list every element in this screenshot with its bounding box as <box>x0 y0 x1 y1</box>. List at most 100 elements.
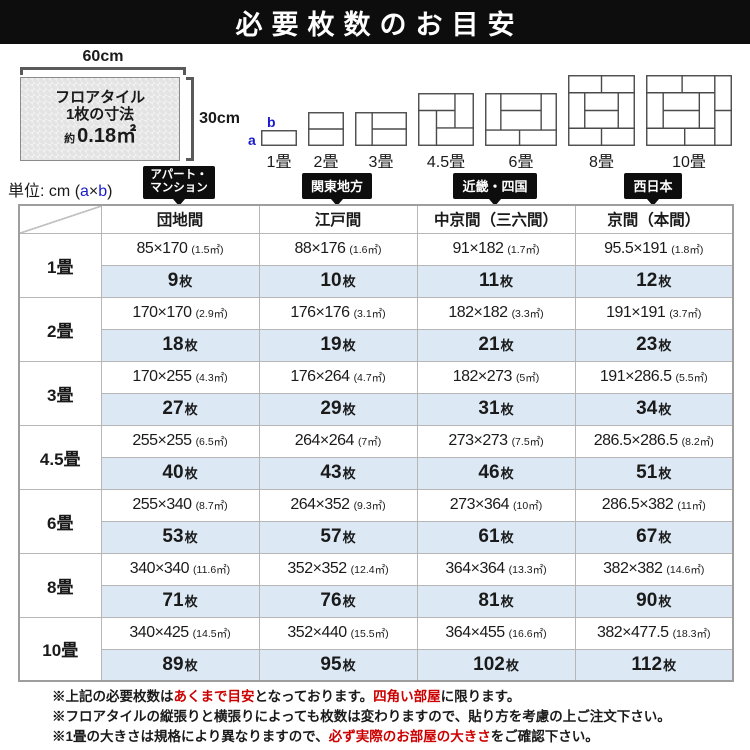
count-cell: 71枚 <box>100 584 260 618</box>
badge-slot-1: アパート・ マンション <box>100 162 258 206</box>
column-header: 中京間（三六間） <box>416 204 576 234</box>
b-axis-label: b <box>267 114 276 130</box>
count-cell: 34枚 <box>574 392 734 426</box>
diagram-label: 1畳 <box>266 154 292 171</box>
dimension-cell: 273×273 (7.5㎡) <box>416 424 576 458</box>
dimension-cell: 340×425 (14.5㎡) <box>100 616 260 650</box>
tile-width-label: 60cm <box>82 48 124 65</box>
count-cell: 31枚 <box>416 392 576 426</box>
count-cell: 112枚 <box>574 648 734 682</box>
dimension-cell: 340×340 (11.6㎡) <box>100 552 260 586</box>
dimension-cell: 95.5×191 (1.8㎡) <box>574 232 734 266</box>
count-cell: 57枚 <box>258 520 418 554</box>
width-bracket <box>20 67 186 75</box>
tile-count-table: 団地間 江戸間 中京間（三六間） 京間（本間） 1畳 85×170 (1.5㎡) 88×176… <box>18 204 734 682</box>
dimension-cell: 182×182 (3.3㎡) <box>416 296 576 330</box>
height-bracket <box>186 77 195 161</box>
region-badge: 関東地方 <box>301 173 372 199</box>
dimension-cell: 182×273 (5㎡) <box>416 360 576 394</box>
footnote-line: ※上記の必要枚数はあくまで目安となっております。四角い部屋に限ります。 <box>52 689 521 704</box>
unit-note: 単位: cm (a×b) <box>8 177 113 201</box>
tile-height-label: 30cm <box>199 110 240 127</box>
dimension-cell: 273×364 (10㎡) <box>416 488 576 522</box>
tile-swatch: フロアタイル 1枚の寸法 約 0.18㎡ <box>20 77 181 161</box>
unit-prefix: 単位: cm <box>8 183 71 200</box>
dimension-cell: 364×364 (13.3㎡) <box>416 552 576 586</box>
tatami-diagram-6: 8畳 <box>568 75 635 172</box>
column-header: 江戸間 <box>258 204 418 234</box>
tatami-diagram-icon <box>308 112 344 146</box>
diagram-label: 2畳 <box>313 154 339 171</box>
column-header: 団地間 <box>100 204 260 234</box>
tile-size-figure: 60cm フロアタイル 1枚の寸法 約 0.18㎡ 30cm <box>20 48 240 161</box>
tatami-diagram-7: 10畳 <box>646 75 732 172</box>
count-cell: 40枚 <box>100 456 260 490</box>
dimension-cell: 352×440 (15.5㎡) <box>258 616 418 650</box>
table-row-dimensions: 1畳 85×170 (1.5㎡) 88×176 (1.6㎡) 91×182 (1.7㎡) 95… <box>18 232 734 298</box>
tatami-diagram-icon <box>355 112 407 146</box>
count-cell: 76枚 <box>258 584 418 618</box>
footnote-line: ※1畳の大きさは規格により異なりますので、必ず実際のお部屋の大きさをご確認下さい… <box>52 729 599 744</box>
tatami-diagram-1: 1畳 a b <box>248 114 297 172</box>
dimension-cell: 364×455 (16.6㎡) <box>416 616 576 650</box>
count-cell: 67枚 <box>574 520 734 554</box>
table-row-dimensions: 4.5畳 255×255 (6.5㎡) 264×264 (7㎡) 273×273 (7.5㎡… <box>18 424 734 490</box>
dimension-cell: 255×255 (6.5㎡) <box>100 424 260 458</box>
region-badge: アパート・ マンション <box>143 166 215 199</box>
row-size-label: 8畳 <box>18 552 102 618</box>
footnote-line: ※フロアタイルの縦張りと横張りによっても枚数は変わりますので、貼り方を考慮の上ご… <box>52 709 671 724</box>
tatami-diagram-icon <box>261 130 297 146</box>
header-row: 団地間 江戸間 中京間（三六間） 京間（本間） <box>18 204 734 234</box>
footnotes: ※上記の必要枚数はあくまで目安となっております。四角い部屋に限ります。 ※フロアタ… <box>52 687 671 747</box>
count-cell: 95枚 <box>258 648 418 682</box>
dimension-cell: 176×264 (4.7㎡) <box>258 360 418 394</box>
row-size-label: 2畳 <box>18 296 102 362</box>
tatami-diagram-5: 6畳 <box>485 93 557 172</box>
page-title: 必要枚数のお目安 <box>235 9 524 40</box>
dimension-cell: 191×286.5 (5.5㎡) <box>574 360 734 394</box>
region-badge: 近畿・四国 <box>453 173 537 199</box>
dimension-cell: 264×264 (7㎡) <box>258 424 418 458</box>
tile-name-line2: 1枚の寸法 <box>65 106 135 123</box>
count-cell: 10枚 <box>258 264 418 298</box>
table-row-dimensions: 10畳 340×425 (14.5㎡) 352×440 (15.5㎡) 364×455 (1… <box>18 616 734 682</box>
row-size-label: 4.5畳 <box>18 424 102 490</box>
table-row-counts: 9枚 10枚 11枚 12枚 <box>19 264 734 298</box>
unit-b-label: b <box>98 183 108 200</box>
dimension-cell: 170×255 (4.3㎡) <box>100 360 260 394</box>
count-cell: 27枚 <box>100 392 260 426</box>
count-cell: 61枚 <box>416 520 576 554</box>
table-row-dimensions: 2畳 170×170 (2.9㎡) 176×176 (3.1㎡) 182×182 (3.3㎡… <box>18 296 734 362</box>
table-row-counts: 89枚 95枚 102枚 112枚 <box>19 648 734 682</box>
count-cell: 19枚 <box>258 328 418 362</box>
tatami-diagram-icon <box>485 93 557 146</box>
row-size-label: 1畳 <box>18 232 102 298</box>
tatami-diagram-icon <box>418 93 474 146</box>
count-cell: 9枚 <box>100 264 260 298</box>
count-cell: 102枚 <box>416 648 576 682</box>
tile-area: 約 0.18㎡ <box>64 126 136 149</box>
table-row-dimensions: 3畳 170×255 (4.3㎡) 176×264 (4.7㎡) 182×273 (5㎡) 1… <box>18 360 734 426</box>
unit-a-label: a <box>80 183 89 200</box>
table-row-dimensions: 6畳 255×340 (8.7㎡) 264×352 (9.3㎡) 273×364 (10㎡)… <box>18 488 734 554</box>
dimension-cell: 382×382 (14.6㎡) <box>574 552 734 586</box>
dimension-cell: 352×352 (12.4㎡) <box>258 552 418 586</box>
count-cell: 21枚 <box>416 328 576 362</box>
tatami-diagram-icon <box>568 75 635 146</box>
column-header: 京間（本間） <box>574 204 734 234</box>
diagram-label: 3畳 <box>368 154 394 171</box>
table-row-counts: 18枚 19枚 21枚 23枚 <box>19 328 734 362</box>
row-size-label: 3畳 <box>18 360 102 426</box>
table-row-counts: 71枚 76枚 81枚 90枚 <box>19 584 734 618</box>
table-row-dimensions: 8畳 340×340 (11.6㎡) 352×352 (12.4㎡) 364×364 (13… <box>18 552 734 618</box>
row-size-label: 10畳 <box>18 616 102 682</box>
dimension-cell: 170×170 (2.9㎡) <box>100 296 260 330</box>
row-size-label: 6畳 <box>18 488 102 554</box>
tile-name-line1: フロアタイル <box>55 89 146 106</box>
tatami-diagram-4: 4.5畳 <box>418 93 474 172</box>
diagram-label: 6畳 <box>508 154 534 171</box>
table-row-counts: 53枚 57枚 61枚 67枚 <box>19 520 734 554</box>
count-cell: 90枚 <box>574 584 734 618</box>
diagram-label: 4.5畳 <box>426 154 466 171</box>
tile-area-value: 0.18㎡ <box>77 125 137 147</box>
